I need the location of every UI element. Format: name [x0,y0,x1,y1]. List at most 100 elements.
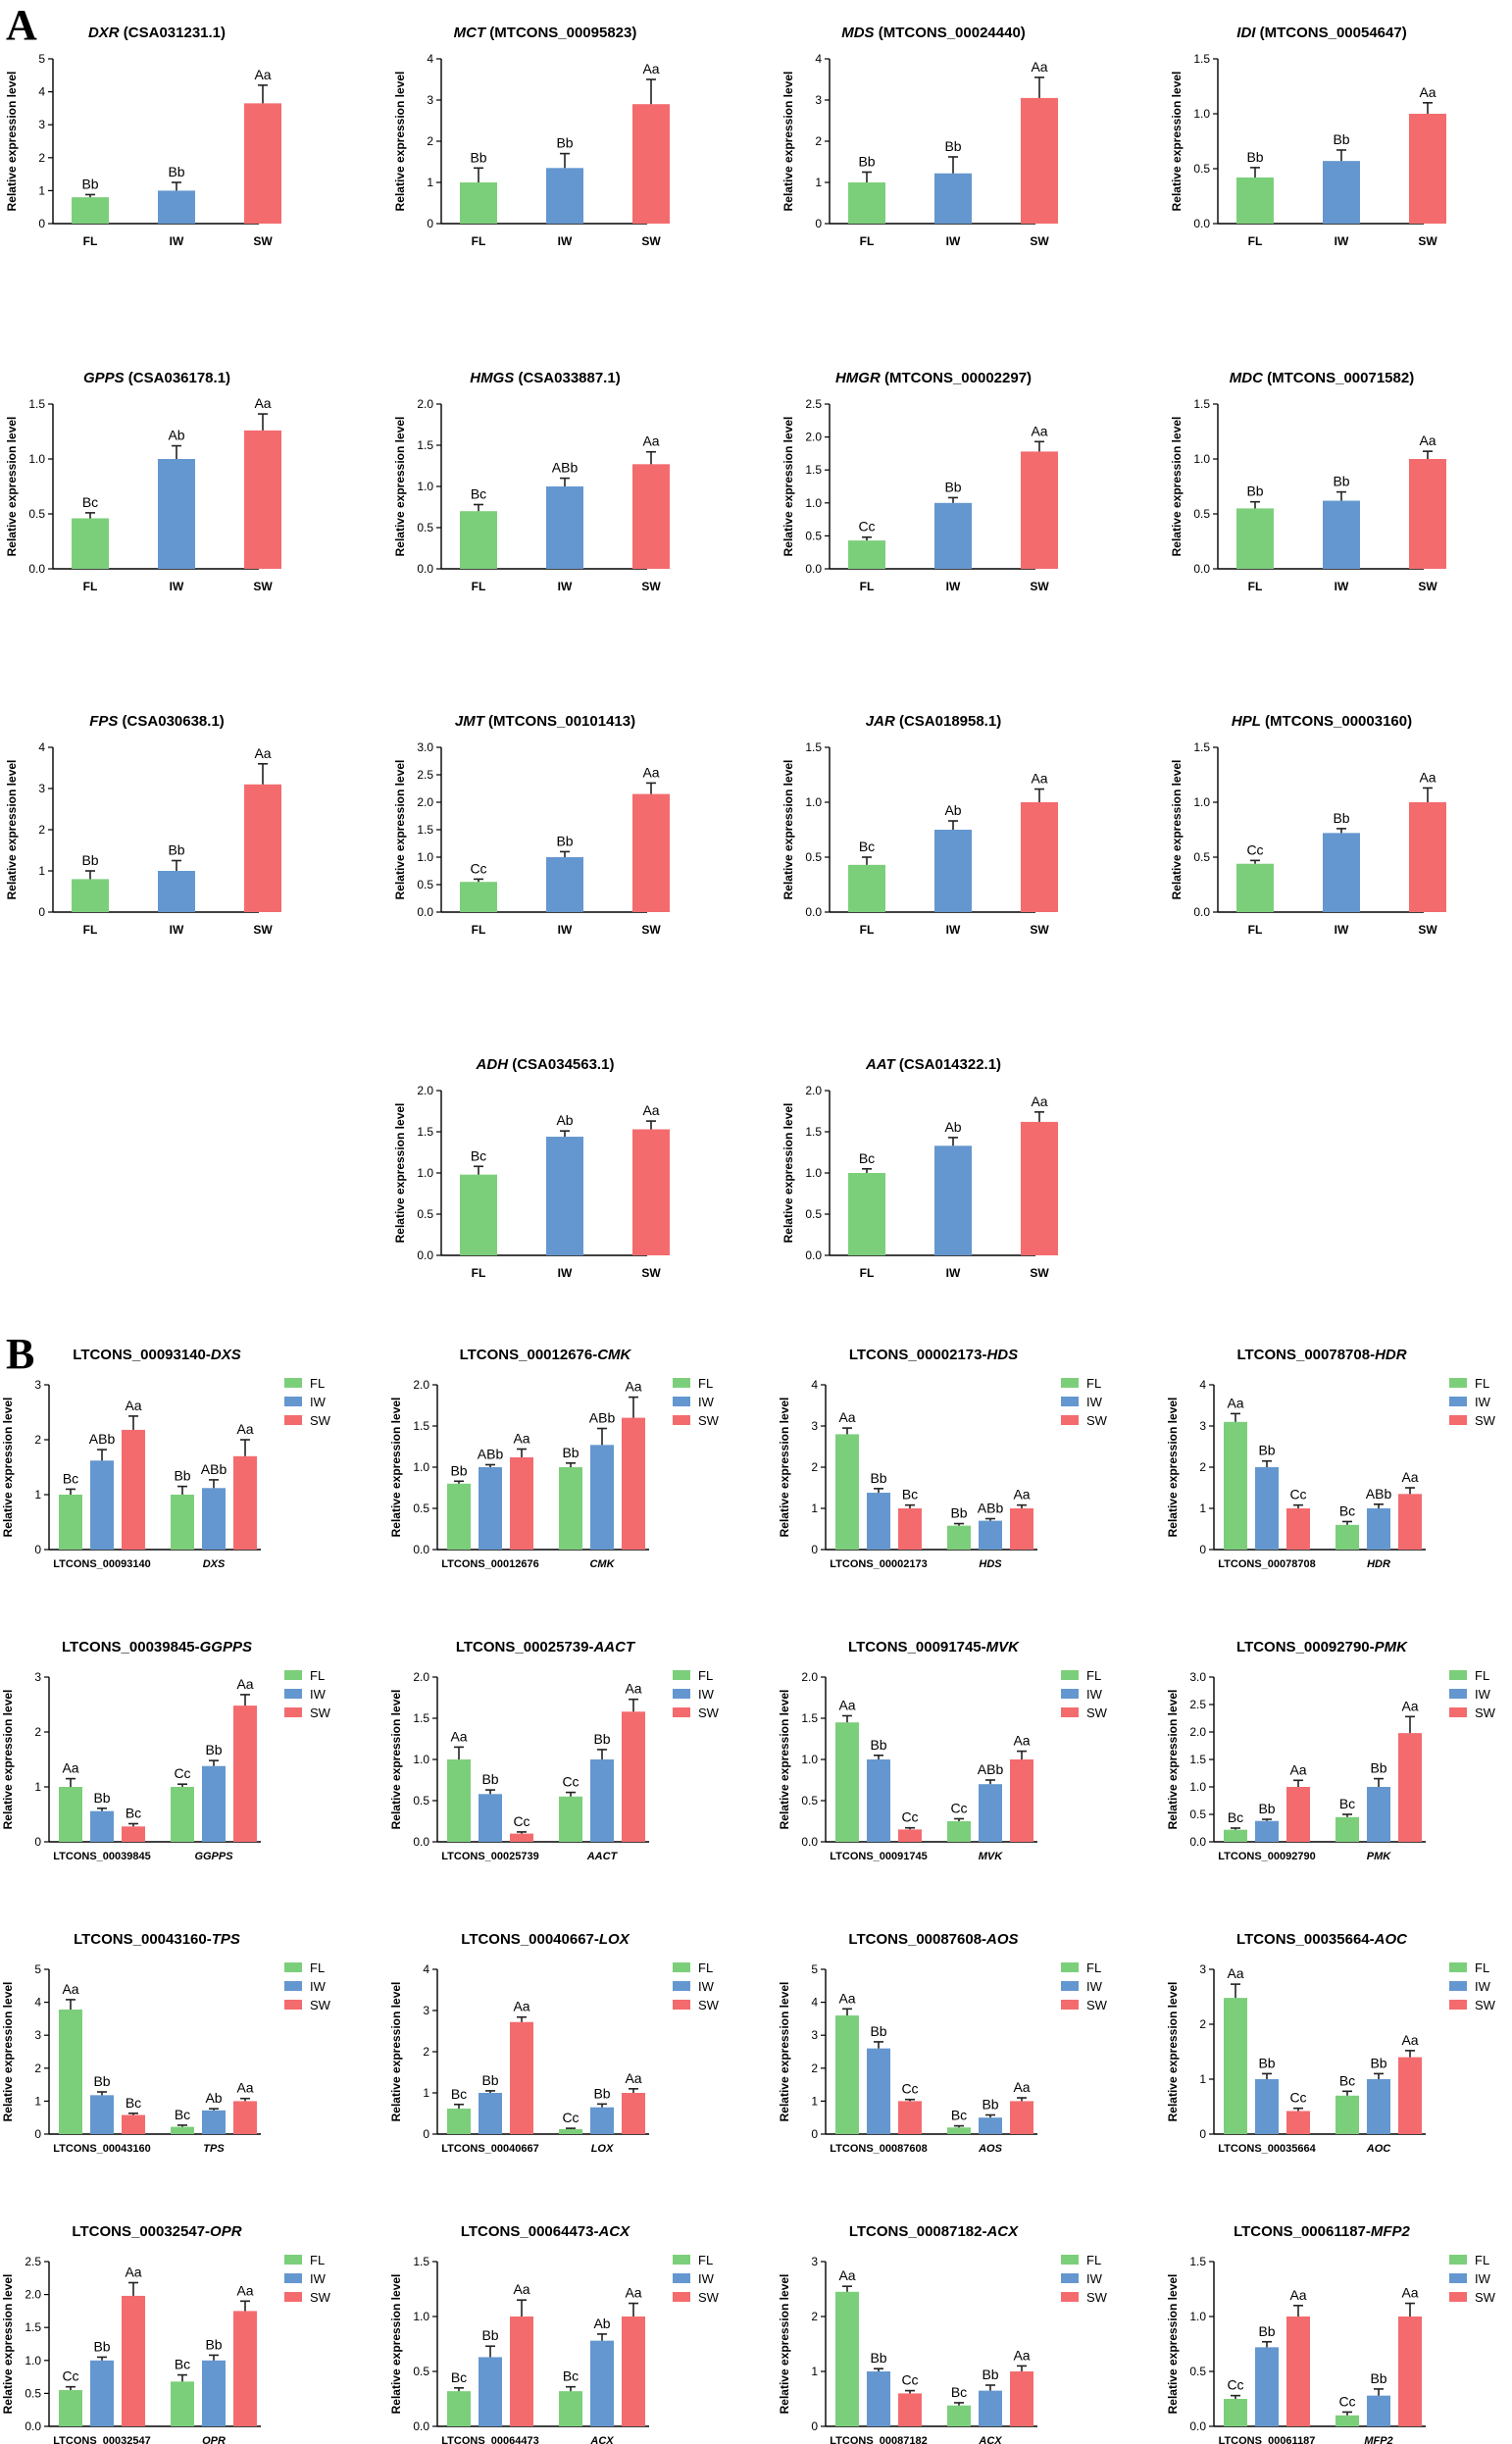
bar-fl [171,1787,194,1842]
chart-title-gene: HMGS [470,370,514,386]
bar-fl [1236,863,1274,912]
y-tick-label: 1.0 [25,2354,41,2368]
y-tick-label: 1.5 [805,463,822,477]
chart-title-gene: LOX [599,1931,630,1948]
bar-iw [979,1784,1002,1842]
significance-label: Aa [1013,2347,1030,2363]
legend-swatch-sw [284,1415,302,1425]
y-tick-label: 0 [38,905,45,919]
chart-title: LTCONS_00012676-CMK [460,1347,632,1363]
y-tick-label: 1.5 [417,823,433,837]
x-tick-label: SW [1030,923,1049,937]
y-axis-label: Relative expression level [1166,2274,1180,2415]
legend-swatch-iw [1449,2273,1467,2283]
bar-sw [632,104,670,224]
bar-sw [622,2093,645,2134]
legend-label: FL [698,1668,713,1683]
y-tick-label: 0.0 [417,1248,433,1262]
x-tick-label: SW [253,923,273,937]
y-tick-label: 1.0 [805,1166,822,1180]
bar-iw [479,1794,502,1842]
chart-title: LTCONS_00091745-MVK [848,1639,1020,1655]
bar-sw [233,2101,257,2134]
bar-iw [546,168,583,224]
significance-label: Bb [556,135,573,151]
chart-title: LTCONS_00061187-MFP2 [1234,2223,1410,2240]
y-tick-label: 0.5 [28,507,45,521]
significance-label: Aa [838,1409,855,1425]
chart-title-gene: TPS [212,1931,240,1948]
bar-sw [1010,1508,1033,1550]
significance-label: Bb [1370,2370,1386,2386]
legend-swatch-sw [673,1707,690,1717]
y-axis-label: Relative expression level [1170,72,1184,212]
legend-swatch-fl [284,1962,302,1972]
x-group-label: HDR [1367,1558,1390,1570]
x-tick-label: IW [558,923,573,937]
y-axis-label: Relative expression level [5,760,19,900]
legend-label: FL [1475,1960,1489,1975]
chart-mfp2-b: LTCONS_00061187-MFP20.00.51.01.5Relative… [1166,2223,1496,2444]
x-group-label: LTCONS_00061187 [1219,2435,1316,2444]
chart-title-gene: IDI [1236,25,1256,41]
bar-fl [848,864,885,912]
bar-iw [1255,1467,1279,1550]
significance-label: Cc [901,1809,918,1825]
x-group-label: MVK [979,1851,1004,1862]
significance-label: Aa [1013,2079,1030,2095]
bar-fl [947,1525,971,1550]
bar-sw [622,1711,645,1842]
significance-label: Aa [1419,433,1436,448]
bar-fl [1224,1829,1247,1842]
bar-sw [510,2021,533,2134]
legend-label: FL [1475,1668,1489,1683]
significance-label: Aa [642,433,659,449]
legend-label: IW [1475,1687,1491,1702]
significance-label: Bb [174,1468,190,1484]
bar-iw [479,1467,502,1550]
y-tick-label: 4 [1199,1378,1206,1392]
legend-swatch-iw [284,1397,302,1406]
y-tick-label: 1.5 [28,397,45,411]
bar-sw [1398,2057,1422,2134]
bar-iw [202,2360,226,2426]
legend-swatch-fl [284,2255,302,2265]
bar-fl [171,2126,194,2134]
chart-title: ADH (CSA034563.1) [476,1056,615,1073]
chart-title-id: (CSA036178.1) [125,370,230,386]
x-group-label: AOS [978,2143,1003,2155]
y-tick-label: 0 [34,1543,41,1556]
legend-swatch-fl [1061,1670,1079,1680]
bar-fl [1236,177,1274,224]
bar-iw [1367,2395,1390,2426]
legend-label: SW [1086,1998,1108,2012]
chart-title-id: (MTCONS_00054647) [1255,25,1406,41]
bar-iw [1323,161,1360,224]
x-tick-label: SW [641,234,661,248]
y-tick-label: 2 [34,2062,41,2075]
bar-iw [546,486,583,569]
significance-label: Aa [254,395,271,411]
significance-label: Aa [125,1398,141,1413]
y-tick-label: 1.0 [1189,2310,1206,2323]
legend-label: SW [310,1998,331,2012]
significance-label: Ab [944,802,961,818]
y-axis-label: Relative expression level [389,1690,403,1830]
bar-iw [979,2390,1002,2426]
legend-label: IW [310,2271,327,2286]
x-tick-label: SW [1030,1266,1049,1280]
chart-title-gene: AOC [1374,1931,1409,1948]
significance-label: Aa [838,1697,855,1712]
chart-title-id: (CSA018958.1) [895,713,1001,730]
chart-title: LTCONS_00092790-PMK [1236,1639,1408,1655]
bar-fl [559,2391,582,2426]
bar-iw [202,1765,226,1842]
bar-sw [1021,802,1058,912]
y-tick-label: 0.0 [25,2419,41,2433]
significance-label: Bb [950,1505,967,1521]
y-tick-label: 5 [34,1962,41,1976]
chart-pmk-b: LTCONS_00092790-PMK0.00.51.01.52.02.53.0… [1166,1639,1496,1862]
chart-hmgr-a: HMGR (MTCONS_00002297) 0.0 0.5 1.0 1.5 2.0 2.5… [781,370,1058,593]
chart-title: LTCONS_00039845-GGPPS [62,1639,252,1655]
